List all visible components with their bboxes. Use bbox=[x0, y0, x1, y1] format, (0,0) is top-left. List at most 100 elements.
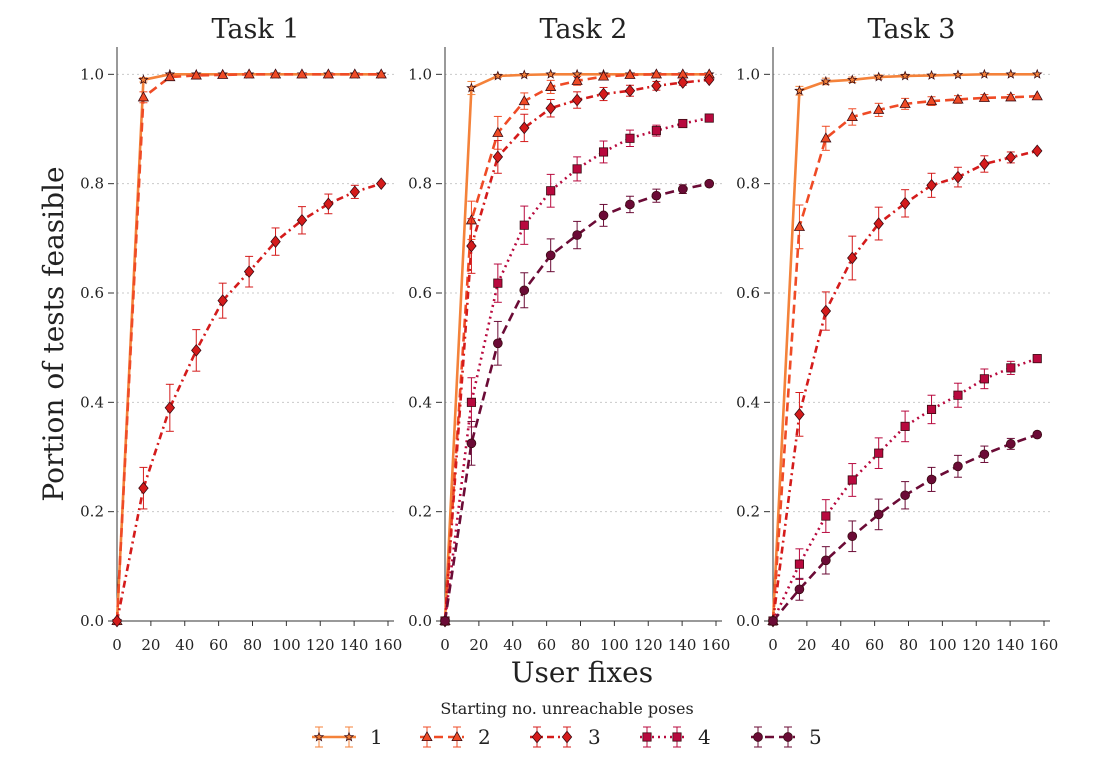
data-point bbox=[953, 461, 963, 472]
data-point bbox=[349, 185, 360, 199]
legend-label: 1 bbox=[370, 725, 383, 749]
data-point bbox=[926, 404, 937, 414]
x-tick-label: 140 bbox=[668, 636, 697, 654]
y-tick-label: 0.4 bbox=[80, 393, 104, 411]
data-point bbox=[953, 390, 963, 400]
series-line bbox=[771, 94, 1038, 622]
data-point bbox=[466, 239, 477, 253]
legend-item: 2 bbox=[420, 725, 491, 749]
data-point bbox=[519, 220, 529, 230]
data-point bbox=[952, 93, 964, 104]
data-point bbox=[190, 69, 202, 80]
legend-marker bbox=[561, 730, 573, 744]
legend: 1 2 3 4 5 bbox=[312, 725, 822, 749]
x-tick-label: 120 bbox=[962, 636, 991, 654]
data-point bbox=[651, 79, 662, 93]
data-point bbox=[704, 73, 715, 87]
data-point bbox=[847, 531, 858, 542]
legend-label: 3 bbox=[588, 725, 601, 749]
series-4 bbox=[440, 113, 714, 626]
x-tick-label: 40 bbox=[831, 636, 850, 654]
data-point bbox=[545, 101, 556, 115]
x-tick-label: 60 bbox=[537, 636, 556, 654]
data-point bbox=[926, 69, 937, 80]
data-point bbox=[598, 147, 609, 157]
x-tick-label: 120 bbox=[634, 636, 663, 654]
legend-item: 4 bbox=[640, 725, 711, 749]
data-point bbox=[677, 184, 688, 194]
y-tick-label: 0.6 bbox=[736, 284, 760, 302]
legend-item: 3 bbox=[530, 725, 601, 749]
data-point bbox=[1031, 68, 1043, 79]
data-point bbox=[899, 97, 911, 108]
y-tick-label: 0.8 bbox=[80, 175, 104, 193]
legend-marker bbox=[531, 730, 543, 744]
legend-marker bbox=[753, 732, 763, 742]
data-point bbox=[874, 448, 884, 458]
legend-label: 4 bbox=[698, 725, 711, 749]
series-line bbox=[443, 182, 710, 622]
data-point bbox=[217, 294, 228, 308]
data-point bbox=[519, 285, 530, 296]
series-3 bbox=[439, 73, 715, 628]
data-point bbox=[322, 68, 335, 79]
data-point bbox=[979, 374, 989, 384]
x-tick-label: 20 bbox=[469, 636, 488, 654]
series-2 bbox=[111, 68, 387, 626]
data-point bbox=[704, 178, 715, 189]
data-point bbox=[952, 69, 964, 80]
series-2 bbox=[439, 68, 715, 626]
data-point bbox=[794, 584, 805, 595]
x-tick-label: 20 bbox=[797, 636, 816, 654]
data-point bbox=[847, 251, 858, 265]
series-4 bbox=[768, 354, 1042, 626]
data-point bbox=[651, 126, 661, 136]
data-point bbox=[376, 177, 387, 191]
data-point bbox=[873, 217, 884, 230]
data-point bbox=[846, 110, 858, 122]
series-5 bbox=[768, 429, 1043, 626]
data-point bbox=[518, 95, 530, 106]
x-tick-label: 160 bbox=[374, 636, 403, 654]
data-point bbox=[191, 344, 202, 357]
data-point bbox=[900, 490, 910, 501]
data-point bbox=[768, 616, 778, 626]
panel-title: Task 3 bbox=[868, 14, 956, 45]
legend-marker bbox=[421, 730, 433, 742]
data-point bbox=[678, 118, 688, 129]
data-point bbox=[138, 74, 149, 85]
series-line bbox=[443, 116, 710, 622]
data-point bbox=[821, 555, 831, 566]
y-tick-label: 0.4 bbox=[408, 393, 432, 411]
legend-marker bbox=[642, 732, 652, 742]
data-point bbox=[900, 421, 910, 431]
data-point bbox=[925, 95, 938, 106]
y-tick-label: 1.0 bbox=[408, 65, 432, 83]
data-point bbox=[111, 614, 123, 628]
data-point bbox=[677, 76, 688, 89]
data-point bbox=[1005, 439, 1016, 449]
x-tick-label: 100 bbox=[272, 636, 301, 654]
x-tick-label: 20 bbox=[141, 636, 160, 654]
data-point bbox=[794, 559, 804, 569]
x-tick-label: 60 bbox=[865, 636, 884, 654]
x-tick-label: 120 bbox=[306, 636, 335, 654]
data-point bbox=[873, 103, 885, 114]
x-tick-label: 60 bbox=[209, 636, 228, 654]
data-point bbox=[546, 186, 556, 196]
data-point bbox=[979, 68, 990, 79]
y-tick-label: 1.0 bbox=[736, 65, 760, 83]
data-point bbox=[493, 338, 503, 349]
series-line bbox=[772, 433, 1038, 622]
data-point bbox=[375, 68, 387, 79]
data-point bbox=[466, 397, 476, 407]
data-point bbox=[899, 70, 911, 81]
series-line bbox=[115, 73, 382, 622]
series-1 bbox=[111, 68, 387, 626]
data-point bbox=[1005, 68, 1017, 79]
legend-label: 5 bbox=[809, 725, 822, 749]
series-line bbox=[115, 182, 382, 622]
data-point bbox=[704, 113, 714, 123]
data-point bbox=[270, 235, 281, 248]
data-point bbox=[1006, 363, 1016, 373]
